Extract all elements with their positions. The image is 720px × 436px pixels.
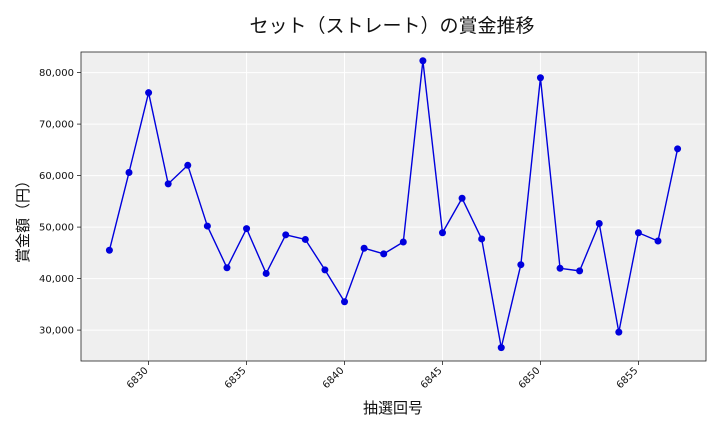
data-point (262, 269, 270, 277)
y-tick-label: 80,000 (39, 68, 74, 79)
data-point (125, 169, 133, 177)
data-point (380, 250, 388, 258)
x-axis-label: 抽選回号 (363, 399, 423, 417)
data-point (458, 194, 466, 202)
data-point (536, 74, 544, 82)
x-tick-label: 6855 (615, 365, 641, 391)
series-line (108, 60, 679, 349)
data-point (556, 264, 564, 272)
data-point (223, 264, 231, 272)
data-point (184, 161, 192, 169)
data-point (634, 229, 642, 237)
plot-area (81, 52, 706, 361)
data-point (360, 244, 368, 252)
data-point (145, 89, 153, 97)
grid-lines (81, 52, 706, 361)
y-tick-label: 50,000 (39, 223, 74, 234)
data-point (321, 266, 329, 274)
data-point (243, 225, 251, 233)
data-point (517, 261, 525, 269)
series-layer (105, 57, 682, 352)
chart-title: セット（ストレート）の賞金推移 (249, 15, 534, 37)
data-point (576, 267, 584, 275)
data-point (203, 222, 211, 230)
data-point (105, 246, 113, 254)
y-tick-label: 40,000 (39, 274, 74, 285)
x-tick-label: 6840 (321, 365, 347, 391)
x-tick-label: 6830 (125, 365, 151, 391)
data-point (595, 219, 603, 227)
data-point (341, 298, 349, 306)
data-point (399, 238, 407, 246)
data-point (301, 235, 309, 243)
data-point (478, 235, 486, 243)
y-tick-label: 30,000 (39, 326, 74, 337)
data-point (282, 231, 290, 239)
x-tick-label: 6845 (419, 365, 445, 391)
y-tick-label: 60,000 (39, 171, 74, 182)
plot-frame (80, 51, 707, 362)
y-tick-label: 70,000 (39, 120, 74, 131)
x-tick-label: 6850 (517, 365, 543, 391)
data-point (419, 57, 427, 65)
data-point (615, 328, 623, 336)
data-point (654, 237, 662, 245)
y-axis-label: 賞金額（円） (14, 173, 32, 263)
x-tick-label: 6835 (223, 365, 249, 391)
data-point (164, 180, 172, 188)
data-point (497, 344, 505, 352)
data-point (674, 145, 682, 153)
data-point (438, 229, 446, 237)
